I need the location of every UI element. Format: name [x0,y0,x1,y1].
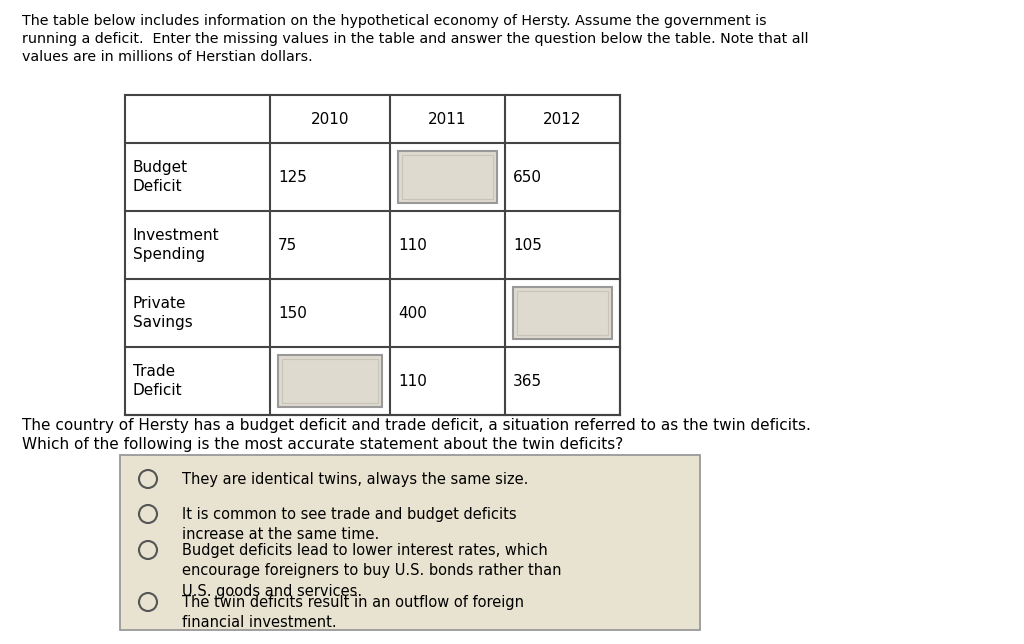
Text: Investment
Spending: Investment Spending [133,228,219,262]
Bar [120,455,700,630]
Text: Which of the following is the most accurate statement about the twin deficits?: Which of the following is the most accur… [22,437,624,452]
Text: 2012: 2012 [544,111,582,126]
Text: values are in millions of Herstian dollars.: values are in millions of Herstian dolla… [22,50,312,64]
Bar [125,95,620,415]
Text: 150: 150 [278,305,307,321]
Text: Budget
Deficit: Budget Deficit [133,160,188,194]
Text: Trade
Deficit: Trade Deficit [133,364,182,398]
Bar [402,155,493,199]
Text: The table below includes information on the hypothetical economy of Hersty. Assu: The table below includes information on … [22,14,767,28]
Text: 365: 365 [513,374,542,388]
Bar [513,287,612,339]
Text: The twin deficits result in an outflow of foreign
financial investment.: The twin deficits result in an outflow o… [182,595,524,630]
Text: They are identical twins, always the same size.: They are identical twins, always the sam… [182,472,528,487]
Text: 110: 110 [398,374,427,388]
Text: 110: 110 [398,238,427,252]
Bar [398,151,497,203]
Text: 400: 400 [398,305,427,321]
Text: The country of Hersty has a budget deficit and trade deficit, a situation referr: The country of Hersty has a budget defic… [22,418,811,433]
Text: It is common to see trade and budget deficits
increase at the same time.: It is common to see trade and budget def… [182,507,517,542]
Text: 2010: 2010 [310,111,349,126]
Text: 2011: 2011 [428,111,467,126]
Text: running a deficit.  Enter the missing values in the table and answer the questio: running a deficit. Enter the missing val… [22,32,809,46]
Text: Budget deficits lead to lower interest rates, which
encourage foreigners to buy : Budget deficits lead to lower interest r… [182,543,561,599]
Bar [517,291,608,335]
Text: 125: 125 [278,169,307,184]
Text: 105: 105 [513,238,542,252]
Text: Private
Savings: Private Savings [133,296,193,330]
Text: 75: 75 [278,238,297,252]
Text: 650: 650 [513,169,542,184]
Bar [278,355,382,407]
Bar [282,359,378,403]
